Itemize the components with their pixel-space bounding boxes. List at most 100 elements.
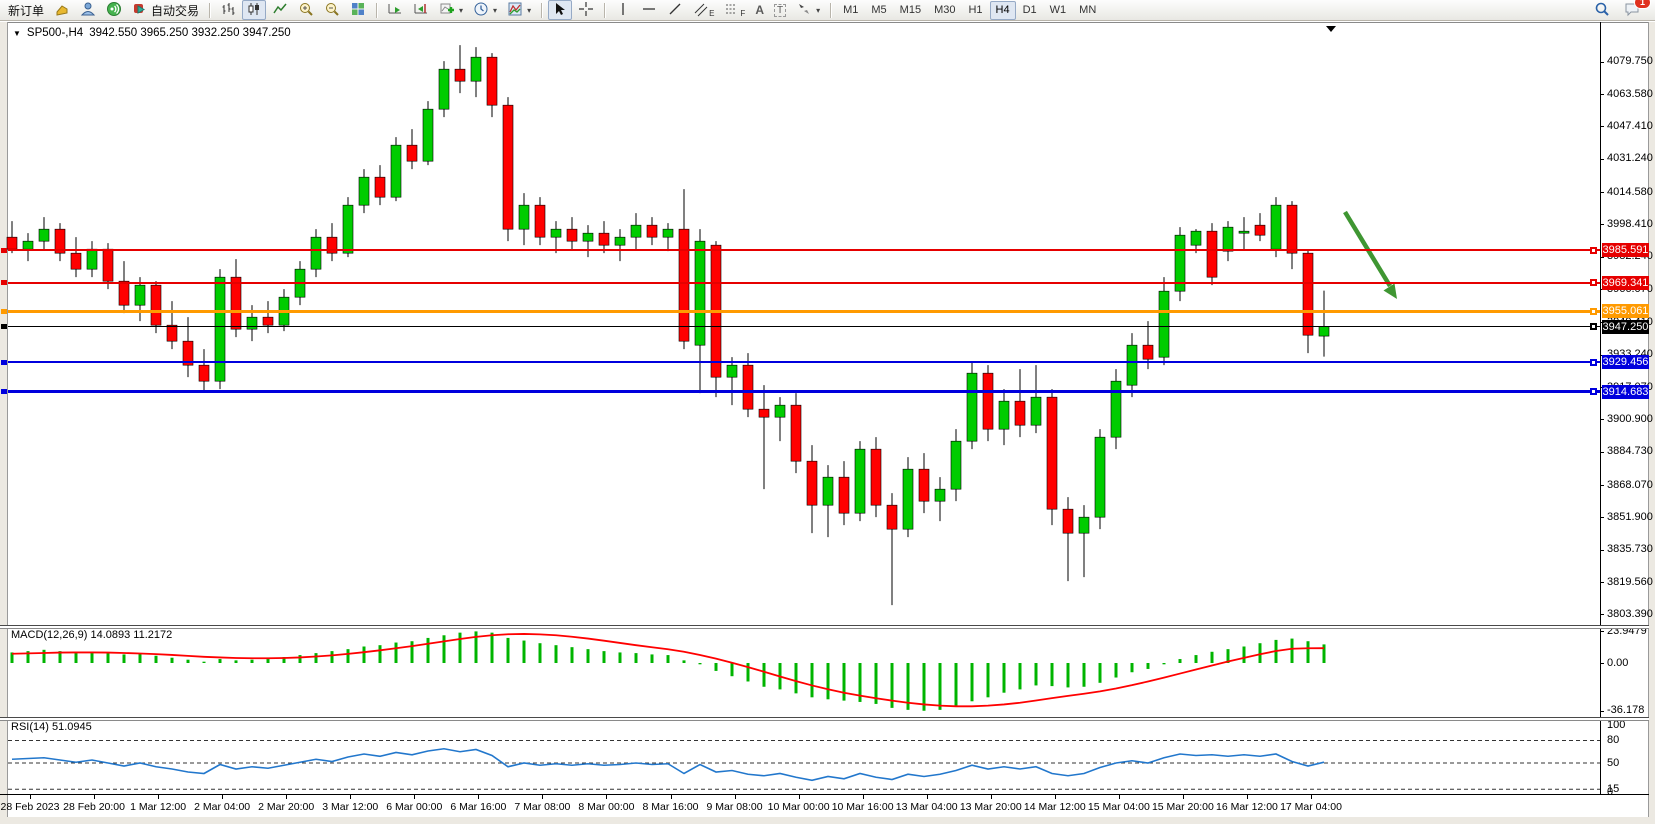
price-tick-label: 3803.390: [1607, 607, 1653, 620]
macd-indicator-panel[interactable]: [0, 627, 1655, 717]
candle: [374, 165, 386, 206]
hline-right-anchor: [1590, 358, 1597, 366]
window-right-edge[interactable]: [1648, 22, 1655, 818]
time-tickmark: [30, 795, 31, 799]
timeframe-H1[interactable]: H1: [968, 4, 983, 16]
time-tickmark: [542, 795, 544, 799]
hline-right-anchor: [1590, 246, 1597, 254]
market-watch-button[interactable]: [76, 0, 100, 20]
toolbar-separator: [209, 2, 211, 18]
signals-button[interactable]: [102, 0, 126, 20]
zoom-in-button[interactable]: [294, 0, 318, 20]
candle: [214, 269, 226, 390]
fibonacci-icon: [724, 1, 740, 20]
charts-button[interactable]: [50, 0, 74, 20]
timeframe-M15[interactable]: M15: [899, 4, 922, 16]
horizontal-line-3955.061[interactable]: [8, 309, 1600, 313]
new-order-button[interactable]: 新订单: [4, 0, 48, 20]
time-tick-label: 3 Mar 12:00: [322, 801, 379, 813]
timeframe-H4[interactable]: H4: [989, 0, 1016, 20]
auto-scroll-button[interactable]: [383, 0, 407, 20]
price-tick-label: 3851.900: [1607, 510, 1653, 523]
templates-button[interactable]: ▾: [503, 0, 535, 20]
equidistant-channel-tool-button[interactable]: E: [689, 0, 718, 20]
cursor-tool-button[interactable]: [548, 0, 573, 20]
rsi-label: RSI(14) 51.0945: [11, 721, 92, 733]
indicators-button[interactable]: ▾: [435, 0, 467, 20]
rsi-indicator-panel[interactable]: [0, 719, 1655, 794]
candle: [790, 393, 802, 474]
price-tickmark: [1600, 256, 1604, 258]
clock-icon: [473, 1, 489, 20]
time-tick-label: 6 Mar 00:00: [386, 801, 443, 813]
chart-collapse-icon[interactable]: ▼: [13, 28, 21, 38]
time-tickmark: [1311, 795, 1312, 799]
down-arrow-annotation[interactable]: [1343, 210, 1397, 299]
timeframe-W1[interactable]: W1: [1049, 4, 1067, 16]
template-icon: [507, 1, 523, 20]
time-tick-label: 17 Mar 04:00: [1280, 801, 1342, 813]
time-tickmark: [606, 795, 608, 799]
price-tick-label: 4014.580: [1607, 185, 1653, 198]
tile-windows-button[interactable]: [346, 0, 370, 20]
toolbar-separator: [604, 2, 606, 18]
price-tickmark: [1600, 451, 1604, 453]
bar-chart-icon: [220, 1, 236, 20]
candlestick-mode-button[interactable]: [242, 0, 267, 20]
hline-left-anchor: [1, 308, 7, 314]
panel-separator[interactable]: [0, 717, 1649, 721]
vertical-line-icon: [615, 1, 631, 20]
timeframe-M1[interactable]: M1: [843, 4, 859, 16]
text-label-tool-button[interactable]: T: [770, 0, 790, 20]
horizontal-line-3947.250[interactable]: [8, 326, 1600, 328]
chart-symbol-period: SP500-,H4: [26, 27, 84, 39]
candle: [534, 197, 546, 246]
text-tool-button[interactable]: A: [751, 0, 768, 20]
periods-button[interactable]: ▾: [469, 0, 501, 20]
chart-shift-button[interactable]: [409, 0, 433, 20]
time-tick-label: 14 Mar 12:00: [1023, 801, 1086, 813]
search-icon: [1594, 1, 1610, 20]
bar-chart-mode-button[interactable]: [216, 0, 240, 20]
text-label-icon: T: [773, 3, 787, 17]
zoom-out-button[interactable]: [320, 0, 344, 20]
timeframe-D1[interactable]: D1: [1022, 4, 1037, 16]
horizontal-line-3914.683[interactable]: [8, 390, 1600, 394]
crosshair-tool-button[interactable]: [574, 0, 598, 20]
candle: [598, 221, 610, 254]
price-tickmark: [1600, 94, 1604, 96]
horizontal-line-3969.341[interactable]: [8, 281, 1600, 284]
notifications-button[interactable]: 1: [1620, 0, 1651, 20]
price-tag-3914.683: 3914.683: [1602, 384, 1649, 399]
arrows-tool-button[interactable]: ▾: [792, 0, 824, 20]
time-tickmark: [926, 795, 928, 799]
trendline-tool-button[interactable]: [663, 0, 687, 20]
candlestick-chart[interactable]: [0, 22, 1655, 625]
timeframe-MN[interactable]: MN: [1079, 4, 1097, 16]
macd-tick-label: 0.00: [1607, 656, 1629, 669]
candle: [358, 169, 370, 214]
candle: [950, 429, 962, 502]
time-tickmark: [734, 795, 736, 799]
price-tickmark: [1600, 61, 1604, 63]
horizontal-line-3985.591[interactable]: [8, 249, 1600, 251]
price-tickmark: [1600, 614, 1604, 616]
line-chart-mode-button[interactable]: [268, 0, 292, 20]
auto-trading-button[interactable]: 自动交易: [128, 0, 203, 20]
hline-right-anchor: [1590, 307, 1597, 315]
fibonacci-tool-button[interactable]: F: [720, 0, 749, 20]
price-tag-3929.456: 3929.456: [1602, 355, 1649, 370]
auto-trading-icon: [132, 1, 148, 20]
candle: [326, 223, 338, 262]
price-axis-border: [1600, 22, 1601, 795]
vertical-line-tool-button[interactable]: [611, 0, 635, 20]
chart-shift-icon: [413, 1, 429, 20]
timeframe-M5[interactable]: M5: [871, 4, 887, 16]
timeframe-M30[interactable]: M30: [934, 4, 956, 16]
horizontal-line-tool-button[interactable]: [637, 0, 661, 20]
time-tickmark: [94, 795, 96, 799]
hline-left-anchor: [1, 247, 7, 253]
panel-separator[interactable]: [0, 625, 1649, 629]
horizontal-line-3929.456[interactable]: [8, 361, 1600, 364]
search-button[interactable]: [1590, 0, 1614, 20]
